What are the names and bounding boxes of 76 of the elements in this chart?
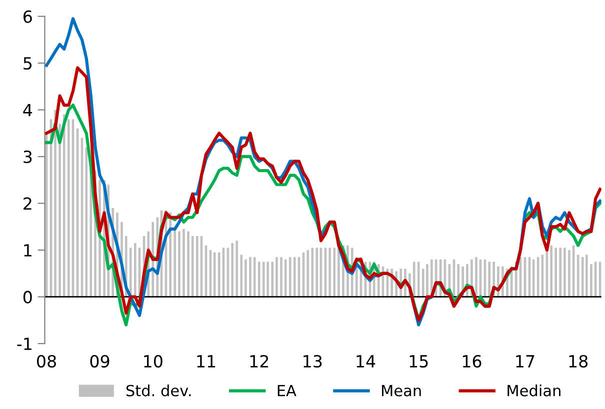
bar	[475, 257, 478, 297]
bar	[328, 248, 331, 297]
y-tick-label: 3	[24, 150, 32, 164]
bar	[253, 257, 256, 297]
bar	[417, 262, 420, 297]
bar	[54, 110, 56, 297]
bar	[129, 248, 132, 297]
bar	[213, 252, 216, 297]
legend-label: EA	[278, 385, 296, 396]
bar	[581, 257, 584, 297]
x-tick-label: 09	[90, 354, 110, 368]
bar	[590, 264, 592, 297]
y-tick-label: 6	[24, 10, 32, 23]
bar	[284, 259, 287, 297]
bar	[457, 264, 460, 297]
y-tick-label: 0	[23, 290, 32, 304]
bar	[244, 259, 247, 297]
bar	[85, 147, 88, 297]
bar	[338, 248, 340, 297]
x-tick-label: 12	[250, 354, 268, 368]
bar	[550, 245, 552, 297]
bar	[134, 243, 136, 297]
x-tick-label: 17	[516, 355, 534, 368]
bar	[586, 254, 588, 297]
bar	[187, 231, 190, 297]
bar	[554, 248, 557, 297]
bar	[191, 236, 194, 297]
x-tick-label: 08	[37, 354, 56, 368]
bar	[174, 226, 176, 297]
bar	[249, 257, 252, 297]
bar	[266, 262, 270, 297]
x-tick-label: 14	[356, 355, 376, 368]
bar	[258, 262, 260, 297]
bar	[196, 236, 198, 297]
x-tick-label: 15	[410, 355, 428, 368]
bar	[276, 257, 278, 297]
bar	[293, 257, 296, 297]
legend-label: Median	[508, 384, 560, 396]
y-tick-label: 5	[24, 57, 32, 70]
bar	[311, 248, 314, 297]
bar	[280, 257, 282, 297]
bar	[218, 252, 220, 297]
bar	[568, 250, 570, 297]
bar	[316, 248, 318, 297]
bar	[236, 240, 238, 297]
bar	[426, 264, 428, 297]
bar	[306, 250, 310, 297]
bar	[271, 262, 274, 297]
y-tick-label: 4	[23, 104, 32, 116]
x-tick-label: 13	[304, 354, 322, 368]
legend-label: Std. dev.	[126, 384, 191, 396]
x-tick-label: 16	[462, 354, 482, 368]
bar	[333, 248, 336, 297]
y-tick-label: 2	[24, 197, 32, 210]
bar	[559, 248, 562, 297]
bar	[412, 262, 416, 297]
x-tick-label: 18	[569, 354, 588, 368]
bar	[182, 229, 185, 297]
bar	[62, 114, 66, 297]
y-tick-label: -1	[17, 338, 32, 350]
line-series	[44, 66, 602, 322]
bar	[240, 254, 243, 297]
bar	[67, 119, 70, 297]
bar	[169, 212, 172, 297]
x-tick-label: 11	[197, 355, 216, 368]
x-tick-label: 10	[144, 354, 162, 368]
bar	[178, 231, 180, 297]
y-tick-label: 1	[24, 244, 32, 256]
bar	[576, 254, 580, 297]
bar	[231, 243, 234, 297]
bar	[58, 124, 61, 297]
bar	[288, 257, 292, 297]
bar	[564, 248, 566, 297]
bar	[262, 262, 265, 297]
legend-label: Mean	[382, 385, 421, 396]
bar	[488, 262, 490, 297]
